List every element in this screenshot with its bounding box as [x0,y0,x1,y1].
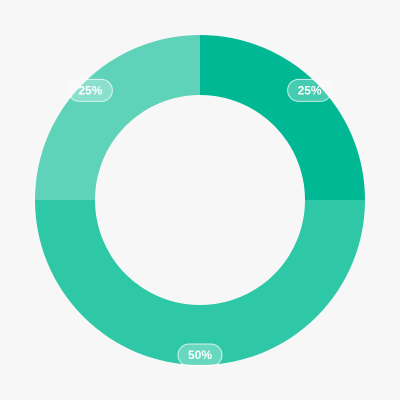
value-label: 50% [188,348,212,362]
donut-segment [200,35,365,200]
donut-segment [35,35,200,200]
pill-background [67,78,113,102]
donut-segment [35,200,365,365]
value-label: 25% [78,84,102,98]
value-label-pill: 25% [287,78,333,102]
value-label-pill: 50% [177,343,223,367]
pill-background [287,78,333,102]
value-label-pill: 25% [67,78,113,102]
pill-background [177,343,223,367]
value-label: 25% [298,84,322,98]
